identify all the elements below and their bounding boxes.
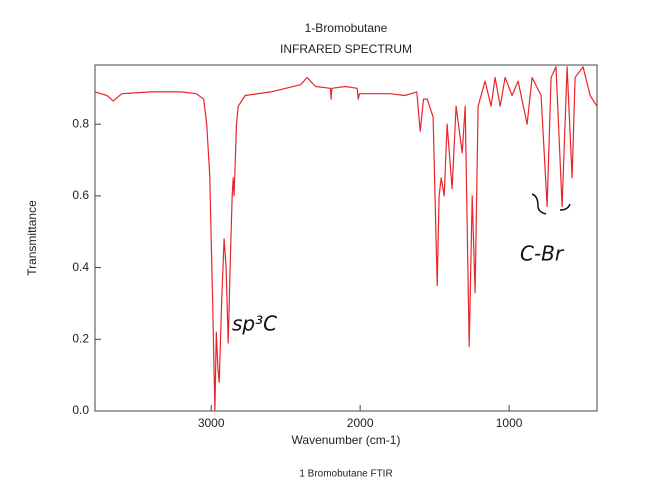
y-tick-label: 0.8 xyxy=(72,116,89,130)
annotation: C-Br xyxy=(520,242,565,266)
y-tick-label: 0.4 xyxy=(72,260,89,274)
spectrum-line xyxy=(94,66,598,412)
x-tick-label: 2000 xyxy=(347,416,374,430)
x-axis-label: Wavenumber (cm-1) xyxy=(292,433,401,447)
y-tick-label: 0.6 xyxy=(72,188,89,202)
caption: 1 Bromobutane FTIR xyxy=(299,469,392,480)
chart-subtitle: INFRARED SPECTRUM xyxy=(280,42,412,56)
y-tick-label: 0.0 xyxy=(72,403,89,417)
annotation: sp³C xyxy=(232,312,277,336)
annotation-brace xyxy=(531,193,571,215)
y-tick-label: 0.2 xyxy=(72,331,89,345)
x-tick-label: 1000 xyxy=(496,416,523,430)
chart-title: 1-Bromobutane xyxy=(305,21,388,35)
plot-frame xyxy=(94,64,598,412)
x-tick-label: 3000 xyxy=(198,416,225,430)
y-axis-label: Transmittance xyxy=(25,200,39,276)
